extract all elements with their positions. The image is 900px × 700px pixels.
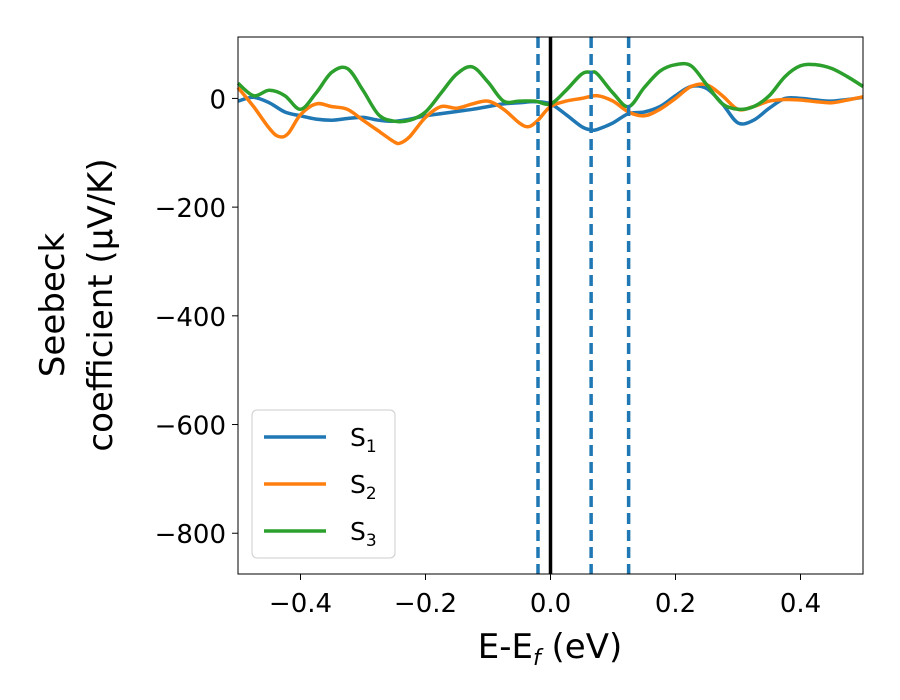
x-tick-label: 0.4 [780, 589, 821, 619]
y-axis: 0 −200 −400 −600 −800 [155, 85, 238, 550]
y-tick-label: −800 [155, 520, 226, 550]
x-tick-label: −0.4 [269, 589, 332, 619]
x-tick-label: −0.2 [394, 589, 457, 619]
x-axis: −0.4 −0.2 0.0 0.2 0.4 [269, 574, 821, 619]
legend-label-s3: S3 [350, 517, 377, 551]
y-axis-label-2: coefficient (μV/K) [81, 158, 121, 451]
y-axis-label: Seebeck [33, 233, 73, 378]
y-tick-label: −600 [155, 412, 226, 442]
legend-label-s1: S1 [350, 423, 377, 457]
series-lines [236, 61, 864, 146]
y-axis-label-line2: coefficient (μV/K) [81, 158, 121, 451]
y-tick-label: −400 [155, 303, 226, 333]
y-axis-label-line1: Seebeck [33, 233, 73, 378]
y-tick-label: −200 [155, 194, 226, 224]
series-line-s1 [237, 84, 864, 133]
y-tick-label: 0 [209, 85, 226, 115]
x-axis-label-subscript: f [533, 646, 544, 671]
x-axis-label: E-Ef (eV) [478, 627, 623, 671]
x-tick-label: 0.0 [530, 589, 571, 619]
legend-label-s2: S2 [350, 470, 377, 504]
reference-lines [536, 37, 631, 574]
series-line-s3 [236, 61, 864, 124]
x-tick-label: 0.2 [655, 589, 696, 619]
legend: S1 S2 S3 [251, 409, 396, 559]
